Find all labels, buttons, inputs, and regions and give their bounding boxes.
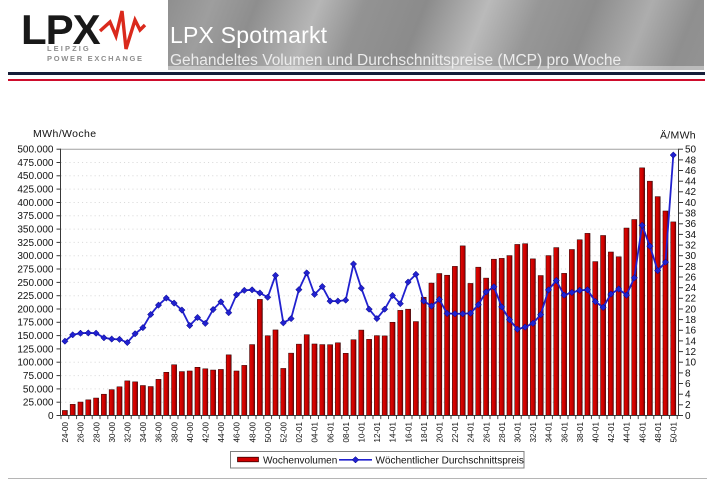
svg-text:Ä/MWh: Ä/MWh (660, 130, 696, 142)
svg-text:22: 22 (685, 294, 697, 305)
svg-text:38-00: 38-00 (170, 421, 179, 442)
svg-text:46: 46 (685, 166, 697, 177)
svg-text:26: 26 (685, 272, 697, 283)
svg-text:20: 20 (685, 304, 697, 315)
svg-text:500.000: 500.000 (17, 145, 54, 156)
svg-text:28-01: 28-01 (498, 421, 507, 442)
svg-text:Wöchentlicher Durchschnittspre: Wöchentlicher Durchschnittspreis (376, 456, 524, 467)
svg-text:24-00: 24-00 (61, 421, 70, 442)
svg-text:125.000: 125.000 (17, 344, 54, 355)
svg-text:0: 0 (685, 411, 691, 422)
svg-text:475.000: 475.000 (17, 158, 54, 169)
svg-text:50-01: 50-01 (670, 421, 679, 442)
svg-text:46-01: 46-01 (638, 421, 647, 442)
svg-text:40: 40 (685, 198, 697, 209)
svg-text:100.000: 100.000 (17, 358, 54, 369)
svg-text:36-00: 36-00 (155, 421, 164, 442)
svg-text:12: 12 (685, 347, 697, 358)
svg-text:24-01: 24-01 (467, 421, 476, 442)
svg-text:42-01: 42-01 (607, 421, 616, 442)
svg-text:225.000: 225.000 (17, 291, 54, 302)
svg-text:10: 10 (685, 358, 697, 369)
svg-text:25.000: 25.000 (23, 398, 54, 409)
svg-text:02-01: 02-01 (295, 421, 304, 442)
svg-text:44: 44 (685, 177, 697, 188)
svg-text:30-00: 30-00 (108, 421, 117, 442)
svg-text:400.000: 400.000 (17, 198, 54, 209)
svg-text:42: 42 (685, 187, 697, 198)
svg-text:04-01: 04-01 (311, 421, 320, 442)
svg-text:28: 28 (685, 262, 697, 273)
svg-text:12-01: 12-01 (373, 421, 382, 442)
svg-text:325.000: 325.000 (17, 238, 54, 249)
svg-text:4: 4 (685, 390, 691, 401)
svg-text:32: 32 (685, 241, 697, 252)
svg-text:26-01: 26-01 (482, 421, 491, 442)
svg-text:16-01: 16-01 (404, 421, 413, 442)
svg-text:06-01: 06-01 (326, 421, 335, 442)
svg-text:425.000: 425.000 (17, 185, 54, 196)
svg-text:42-00: 42-00 (202, 421, 211, 442)
svg-text:375.000: 375.000 (17, 211, 54, 222)
svg-text:75.000: 75.000 (23, 371, 54, 382)
svg-text:10-01: 10-01 (358, 421, 367, 442)
svg-text:44-01: 44-01 (623, 421, 632, 442)
svg-text:50: 50 (685, 145, 697, 156)
svg-text:24: 24 (685, 283, 697, 294)
svg-text:275.000: 275.000 (17, 264, 54, 275)
svg-text:38: 38 (685, 209, 697, 220)
svg-text:16: 16 (685, 326, 697, 337)
svg-text:32-00: 32-00 (124, 421, 133, 442)
svg-text:8: 8 (685, 368, 691, 379)
svg-text:40-01: 40-01 (592, 421, 601, 442)
svg-text:08-01: 08-01 (342, 421, 351, 442)
svg-text:26-00: 26-00 (77, 421, 86, 442)
svg-text:175.000: 175.000 (17, 318, 54, 329)
svg-text:6: 6 (685, 379, 691, 390)
svg-text:36: 36 (685, 219, 697, 230)
svg-text:14: 14 (685, 336, 697, 347)
svg-text:20-01: 20-01 (436, 421, 445, 442)
svg-text:150.000: 150.000 (17, 331, 54, 342)
svg-text:MWh/Woche: MWh/Woche (33, 128, 97, 140)
svg-text:48-00: 48-00 (248, 421, 257, 442)
svg-text:18: 18 (685, 315, 697, 326)
svg-text:44-00: 44-00 (217, 421, 226, 442)
svg-text:46-00: 46-00 (233, 421, 242, 442)
svg-text:Wochenvolumen: Wochenvolumen (263, 456, 337, 467)
svg-text:40-00: 40-00 (186, 421, 195, 442)
svg-text:18-01: 18-01 (420, 421, 429, 442)
svg-text:200.000: 200.000 (17, 304, 54, 315)
svg-text:50-00: 50-00 (264, 421, 273, 442)
svg-text:0: 0 (48, 411, 54, 422)
svg-text:30: 30 (685, 251, 697, 262)
svg-text:36-01: 36-01 (560, 421, 569, 442)
svg-text:34-00: 34-00 (139, 421, 148, 442)
svg-text:450.000: 450.000 (17, 171, 54, 182)
svg-text:50.000: 50.000 (23, 384, 54, 395)
svg-text:22-01: 22-01 (451, 421, 460, 442)
svg-text:30-01: 30-01 (514, 421, 523, 442)
svg-text:38-01: 38-01 (576, 421, 585, 442)
svg-text:28-00: 28-00 (92, 421, 101, 442)
svg-text:34-01: 34-01 (545, 421, 554, 442)
svg-text:48-01: 48-01 (654, 421, 663, 442)
svg-text:2: 2 (685, 400, 691, 411)
svg-text:14-01: 14-01 (389, 421, 398, 442)
svg-text:52-00: 52-00 (280, 421, 289, 442)
svg-text:32-01: 32-01 (529, 421, 538, 442)
svg-text:34: 34 (685, 230, 697, 241)
svg-text:48: 48 (685, 155, 697, 166)
svg-text:300.000: 300.000 (17, 251, 54, 262)
svg-text:350.000: 350.000 (17, 225, 54, 236)
svg-text:250.000: 250.000 (17, 278, 54, 289)
